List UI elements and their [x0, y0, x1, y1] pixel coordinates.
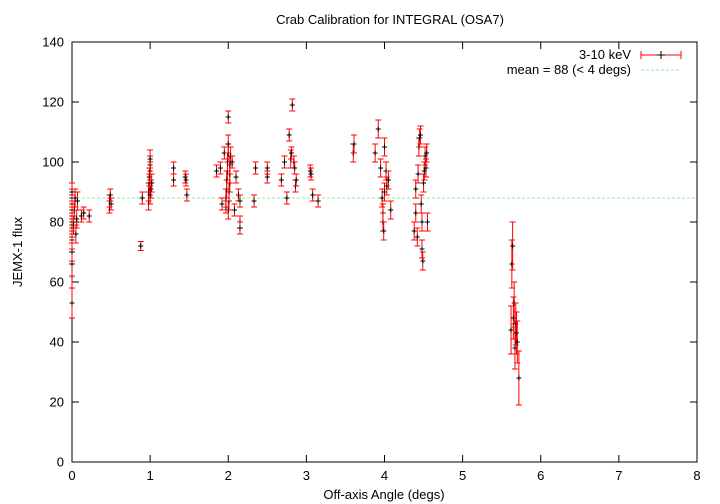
plot-frame [71, 41, 698, 463]
data-point [351, 134, 358, 154]
data-point [251, 194, 258, 208]
data-point [293, 173, 300, 187]
x-tick-label: 5 [459, 468, 466, 483]
chart-title: Crab Calibration for INTEGRAL (OSA7) [276, 12, 504, 27]
x-tick-label: 1 [147, 468, 154, 483]
data-point [264, 170, 271, 184]
data-point [515, 350, 522, 406]
data-point [375, 119, 382, 139]
data-point [183, 173, 190, 187]
data-point [385, 170, 392, 190]
legend-label-flux: 3-10 keV [579, 47, 631, 62]
legend-label-mean: mean = 88 (< 4 degs) [507, 62, 631, 77]
data-point [419, 239, 425, 259]
data-point [315, 194, 322, 208]
data-point [510, 296, 517, 340]
x-tick-label: 8 [693, 468, 700, 483]
legend-swatch-flux [640, 51, 682, 59]
data-point [424, 212, 431, 232]
data-point [514, 320, 521, 364]
x-tick-label: 6 [537, 468, 544, 483]
data-point [219, 197, 225, 211]
data-point [148, 173, 155, 193]
data-point [147, 149, 154, 169]
data-point [307, 164, 314, 178]
data-point [213, 164, 220, 178]
x-axis: 0 1 2 3 4 5 6 7 8 [68, 42, 701, 483]
data-point [412, 203, 419, 223]
data-point [415, 164, 422, 184]
data-point [170, 161, 177, 175]
data-point [289, 98, 296, 112]
data-point [308, 167, 315, 181]
x-tick-label: 7 [615, 468, 622, 483]
data-point [309, 188, 316, 202]
data-point [80, 206, 87, 220]
data-point [509, 221, 516, 271]
data-point [233, 170, 240, 184]
x-tick-label: 3 [303, 468, 310, 483]
data-point [231, 203, 238, 217]
data-points-layer [69, 98, 522, 406]
data-point [278, 173, 285, 187]
data-point [139, 191, 146, 205]
data-point [291, 161, 298, 175]
y-tick-label: 60 [50, 275, 64, 290]
x-tick-label: 4 [381, 468, 388, 483]
data-point [217, 161, 224, 175]
data-point [86, 209, 93, 223]
data-point [423, 143, 430, 163]
data-point [508, 239, 515, 289]
y-axis-label: JEMX-1 flux [10, 216, 25, 287]
y-tick-label: 120 [42, 95, 64, 110]
data-point [182, 170, 189, 184]
data-point [419, 212, 425, 232]
data-point [380, 221, 387, 241]
data-point [377, 158, 384, 178]
data-point [387, 200, 394, 220]
plot-area [71, 41, 698, 463]
y-axis: 0 20 40 60 80 100 120 140 [42, 35, 697, 470]
y-tick-label: 100 [42, 155, 64, 170]
x-tick-label: 2 [225, 468, 232, 483]
data-point [236, 194, 243, 208]
data-point [414, 227, 421, 247]
data-point [107, 188, 114, 202]
data-point [417, 125, 424, 145]
y-tick-label: 140 [42, 35, 64, 50]
legend: 3-10 keV mean = 88 (< 4 degs) [507, 47, 682, 77]
data-point [372, 143, 379, 163]
y-tick-label: 40 [50, 335, 64, 350]
y-tick-label: 80 [50, 215, 64, 230]
x-axis-label: Off-axis Angle (degs) [323, 487, 444, 502]
data-point [281, 155, 288, 169]
data-point [108, 197, 115, 211]
data-point [508, 305, 515, 355]
data-point [74, 191, 81, 211]
data-point [283, 191, 290, 205]
data-point [252, 161, 259, 175]
data-point [170, 173, 177, 187]
data-point [286, 128, 293, 142]
data-point [381, 137, 388, 157]
data-point [229, 155, 236, 169]
data-point [69, 287, 75, 319]
data-point [183, 188, 190, 202]
data-point [419, 251, 426, 271]
data-point [236, 221, 243, 235]
data-point [225, 110, 232, 124]
data-point [137, 241, 144, 251]
x-tick-label: 0 [68, 468, 75, 483]
y-tick-label: 20 [50, 395, 64, 410]
y-tick-label: 0 [57, 455, 64, 470]
